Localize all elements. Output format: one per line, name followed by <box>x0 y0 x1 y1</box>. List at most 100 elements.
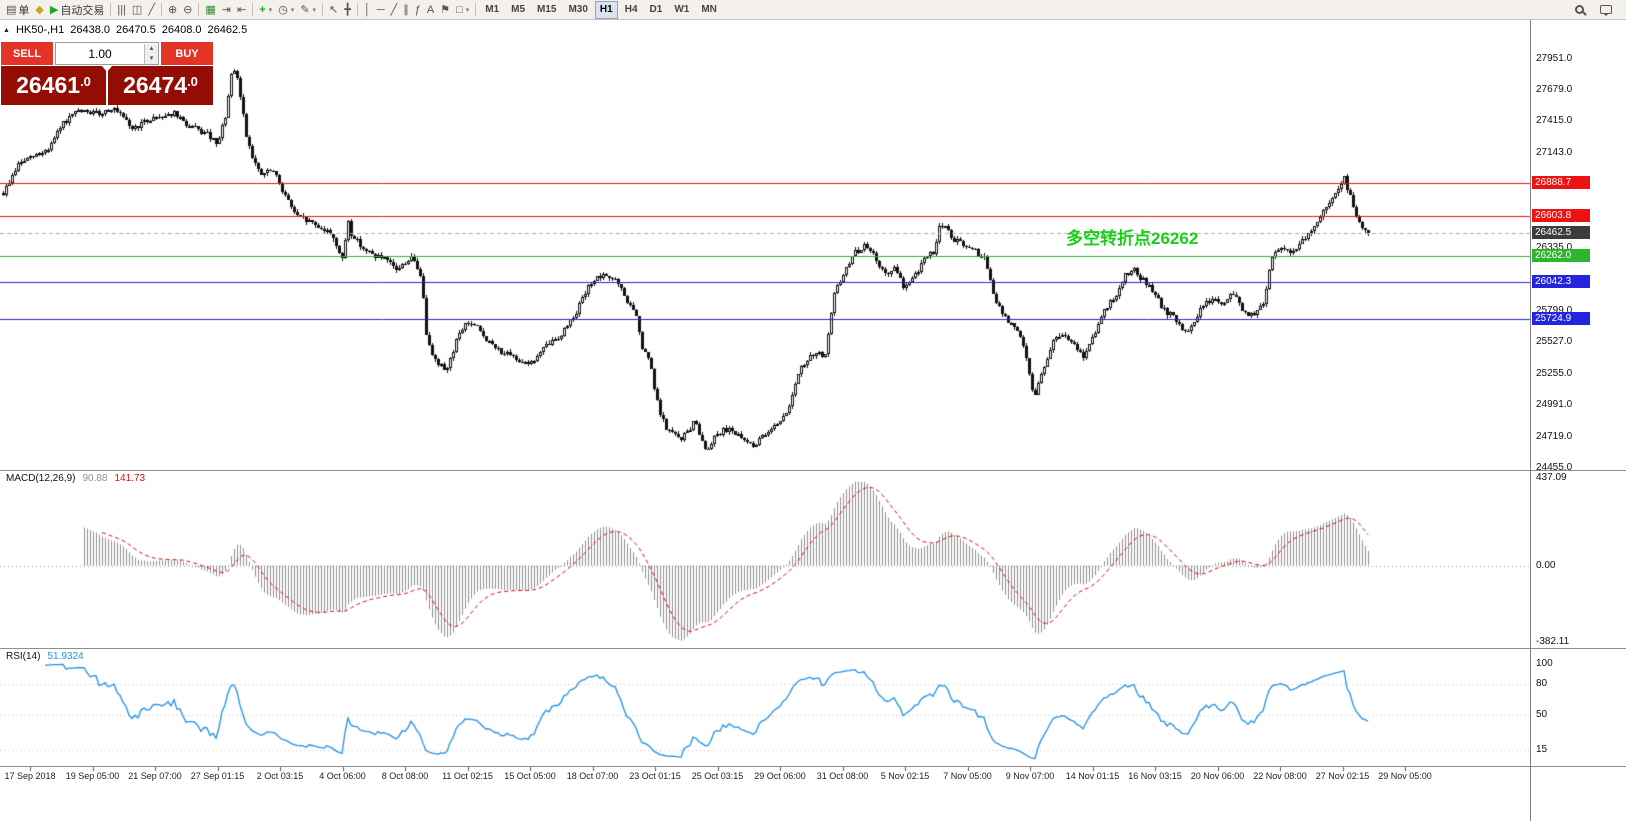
template-button[interactable]: ✎ ▾ <box>297 1 319 19</box>
time-axis-label: 21 Sep 07:00 <box>128 771 182 781</box>
volume-up-button[interactable]: ▴ <box>145 43 158 54</box>
line-chart-button[interactable]: ╱ <box>145 1 158 19</box>
price-level-badge: 25724.9 <box>1532 312 1590 326</box>
channel-button[interactable]: ∥ <box>400 1 412 19</box>
fibonacci-icon: ƒ <box>414 3 421 16</box>
horizontal-line-button[interactable]: ─ <box>374 1 388 19</box>
close-value: 26462.5 <box>207 24 248 36</box>
toolbar-separator <box>322 3 324 16</box>
candlestick-chart-button[interactable]: ◫ <box>129 1 145 19</box>
panel-separator[interactable] <box>0 766 1626 767</box>
cursor-button[interactable]: ↖ <box>326 1 341 19</box>
timeframe-m1[interactable]: M1 <box>485 3 500 15</box>
text-label-button[interactable]: ⚑ <box>437 1 453 19</box>
horizontal-line-icon: ─ <box>376 3 385 16</box>
layers-icon: ◆ <box>35 3 44 16</box>
shapes-button[interactable]: □ ▾ <box>453 1 472 19</box>
shapes-icon: □ <box>456 3 463 16</box>
line-chart-icon: ╱ <box>148 3 155 16</box>
period-button[interactable]: ◷ ▾ <box>275 1 297 19</box>
macd-name: MACD(12,26,9) <box>6 473 76 484</box>
trendline-icon: ╱ <box>390 3 398 16</box>
timeframe-h1[interactable]: H1 <box>594 0 618 19</box>
volume-down-button[interactable]: ▾ <box>145 53 158 64</box>
price-axis[interactable]: 27951.0 27679.0 27415.0 27143.0 26335.0 25799… <box>1530 20 1626 821</box>
volume-input[interactable] <box>56 46 144 61</box>
time-axis-label: 29 Oct 06:00 <box>754 771 806 781</box>
candles-chart-icon: ◫ <box>131 3 143 16</box>
bars-chart-icon: ||| <box>117 3 126 16</box>
new-chart-button[interactable]: + ▾ <box>256 1 275 19</box>
low-value: 26408.0 <box>161 24 202 36</box>
timeframe-d1[interactable]: D1 <box>649 3 663 15</box>
chart-canvas[interactable] <box>0 20 1530 792</box>
chart-annotation-text: 多空转折点26262 <box>1066 229 1199 248</box>
trade-panel-divider <box>102 66 112 72</box>
rsi-name: RSI(14) <box>6 651 41 662</box>
new-order-button[interactable]: ▤ 单 <box>3 1 32 19</box>
sell-price-int: 26461 <box>16 72 81 98</box>
zoom-out-icon: ⊖ <box>183 3 193 16</box>
sell-price[interactable]: 26461 .0 <box>1 66 106 105</box>
search-button[interactable] <box>1572 1 1587 19</box>
toolbar-separator <box>110 3 112 16</box>
new-chart-icon: + <box>259 3 266 16</box>
timeframe-w1[interactable]: W1 <box>674 3 690 15</box>
charts-button[interactable]: ◆ <box>32 1 46 19</box>
dropdown-arrow-icon: ▾ <box>312 6 317 14</box>
autotrading-button[interactable]: ▶ 自动交易 <box>47 1 107 19</box>
macd-signal-value: 141.73 <box>114 473 146 484</box>
time-axis-label: 14 Nov 01:15 <box>1065 771 1120 781</box>
time-axis-label: 15 Oct 05:00 <box>504 771 556 781</box>
time-axis-label: 19 Sep 05:00 <box>65 771 120 781</box>
rsi-axis-label: 15 <box>1536 744 1548 756</box>
time-axis-label: 9 Nov 07:00 <box>1005 771 1055 781</box>
price-axis-label: 24991.0 <box>1536 399 1573 411</box>
crosshair-icon: ╋ <box>344 3 351 16</box>
tile-windows-button[interactable]: ▦ <box>202 1 218 19</box>
time-axis[interactable]: 17 Sep 2018 19 Sep 05:00 21 Sep 07:00 27 Se… <box>0 769 1530 785</box>
timeframe-m30[interactable]: M30 <box>568 3 588 15</box>
rsi-indicator-label: RSI(14) 51.9324 <box>6 651 84 662</box>
price-axis-label: 27143.0 <box>1536 147 1573 159</box>
chart-quote-header: ▲ HK50-,H1 26438.0 26470.5 26408.0 26462… <box>3 24 247 36</box>
zoom-out-button[interactable]: ⊖ <box>180 1 195 19</box>
zoom-in-button[interactable]: ⊕ <box>165 1 180 19</box>
bar-chart-button[interactable]: ||| <box>114 1 129 19</box>
panel-separator[interactable] <box>0 648 1626 649</box>
rsi-axis-label: 50 <box>1536 708 1548 720</box>
price-axis-label: 27415.0 <box>1536 115 1573 127</box>
price-level-badge: 26888.7 <box>1532 175 1590 189</box>
order-ticket-icon: ▤ <box>6 3 17 16</box>
text-icon: A <box>426 3 435 16</box>
buy-button[interactable]: BUY <box>161 42 213 65</box>
buy-price[interactable]: 26474 .0 <box>108 66 213 105</box>
toolbar-separator <box>475 3 477 16</box>
buy-price-frac: .0 <box>187 74 198 89</box>
vertical-line-button[interactable]: │ <box>361 1 374 19</box>
one-click-trade-panel: SELL ▴ ▾ BUY 26461 .0 26474 .0 <box>1 42 213 105</box>
panel-separator[interactable] <box>0 470 1626 471</box>
timeframe-m15[interactable]: M15 <box>537 3 557 15</box>
sell-button[interactable]: SELL <box>1 42 53 65</box>
time-axis-label: 7 Nov 05:00 <box>943 771 992 781</box>
fibonacci-button[interactable]: ƒ <box>412 1 424 19</box>
high-value: 26470.5 <box>116 24 156 36</box>
toolbar-separator <box>356 3 358 16</box>
trendline-button[interactable]: ╱ <box>388 1 401 19</box>
text-button[interactable]: A <box>424 1 437 19</box>
price-axis-label: 25255.0 <box>1536 368 1573 380</box>
community-button[interactable] <box>1597 1 1615 19</box>
toolbar-right-group <box>1572 1 1623 19</box>
dropdown-arrow-icon: ▾ <box>268 6 273 14</box>
price-axis-label: 26335.0 <box>1536 241 1573 253</box>
chart-shift-button[interactable]: ⇤ <box>234 1 249 19</box>
rsi-axis-label: 80 <box>1536 677 1548 689</box>
price-level-badge: 26262.0 <box>1532 249 1590 263</box>
toolbar-separator <box>198 3 200 16</box>
auto-scroll-button[interactable]: ⇥ <box>219 1 234 19</box>
crosshair-button[interactable]: ╋ <box>341 1 354 19</box>
timeframe-h4[interactable]: H4 <box>624 3 638 15</box>
timeframe-m5[interactable]: M5 <box>511 3 526 15</box>
timeframe-mn[interactable]: MN <box>701 3 717 15</box>
